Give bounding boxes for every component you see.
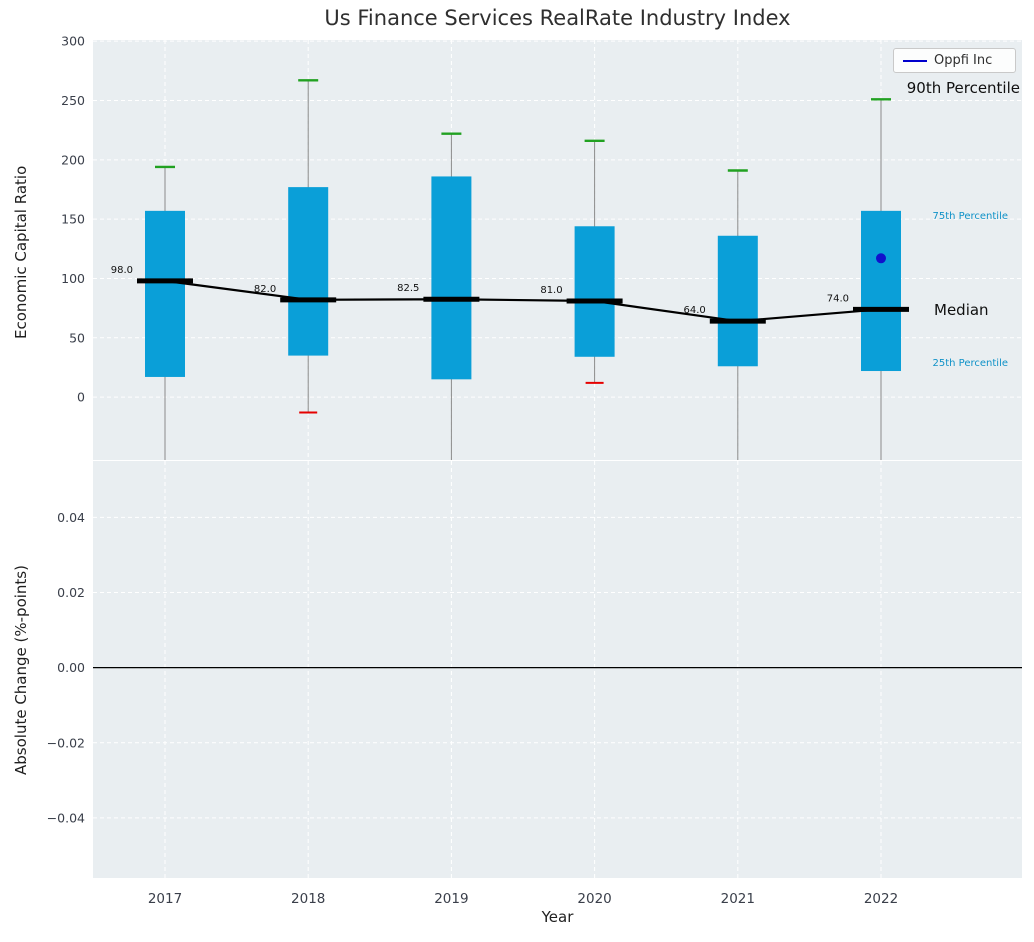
iqr-box-2020 <box>574 226 615 357</box>
iqr-box-2017 <box>145 210 185 377</box>
iqr-box-2019 <box>431 176 472 380</box>
ytick-bottom-−0.04: −0.04 <box>47 810 85 825</box>
legend: Oppfi Inc <box>893 48 1016 73</box>
xtick-2021: 2021 <box>721 891 755 907</box>
ytick-top-50: 50 <box>69 330 85 345</box>
iqr-box-2021 <box>717 235 758 367</box>
iqr-box-2018 <box>288 187 329 356</box>
median-value-label-2018: 82.0 <box>254 284 276 295</box>
annotation-median: Median <box>934 301 989 319</box>
annotation-25th-percentile: 25th Percentile <box>932 358 1009 369</box>
xtick-2022: 2022 <box>864 891 898 907</box>
ytick-top-0: 0 <box>77 390 85 405</box>
ytick-bottom-0.00: 0.00 <box>57 660 85 675</box>
ytick-top-250: 250 <box>61 93 85 108</box>
ytick-top-300: 300 <box>61 34 85 49</box>
ytick-top-150: 150 <box>61 212 85 227</box>
plot-area-bottom <box>93 461 1022 878</box>
legend-line-icon <box>903 59 927 62</box>
median-value-label-2020: 81.0 <box>540 285 562 296</box>
company-point <box>876 253 886 264</box>
xtick-2018: 2018 <box>291 891 325 907</box>
median-value-label-2022: 74.0 <box>827 293 849 304</box>
xtick-2017: 2017 <box>148 891 182 907</box>
median-value-label-2019: 82.5 <box>397 283 419 294</box>
y-axis-label-bottom: Absolute Change (%-points) <box>12 565 30 775</box>
ytick-bottom-−0.02: −0.02 <box>47 735 85 750</box>
iqr-box-2022 <box>861 210 901 372</box>
xtick-2019: 2019 <box>434 891 468 907</box>
ytick-top-100: 100 <box>61 271 85 286</box>
ytick-bottom-0.02: 0.02 <box>57 585 85 600</box>
xtick-2020: 2020 <box>577 891 611 907</box>
median-value-label-2021: 64.0 <box>684 305 706 316</box>
ytick-bottom-0.04: 0.04 <box>57 510 85 525</box>
y-axis-label-top: Economic Capital Ratio <box>12 165 30 340</box>
ytick-top-200: 200 <box>61 152 85 167</box>
annotation-90th-percentile: 90th Percentile <box>906 79 1020 97</box>
median-value-label-2017: 98.0 <box>111 265 133 276</box>
chart-title: Us Finance Services RealRate Industry In… <box>324 6 791 30</box>
legend-label: Oppfi Inc <box>934 53 993 68</box>
x-axis-label: Year <box>541 908 574 926</box>
annotation-75th-percentile: 75th Percentile <box>932 211 1009 222</box>
